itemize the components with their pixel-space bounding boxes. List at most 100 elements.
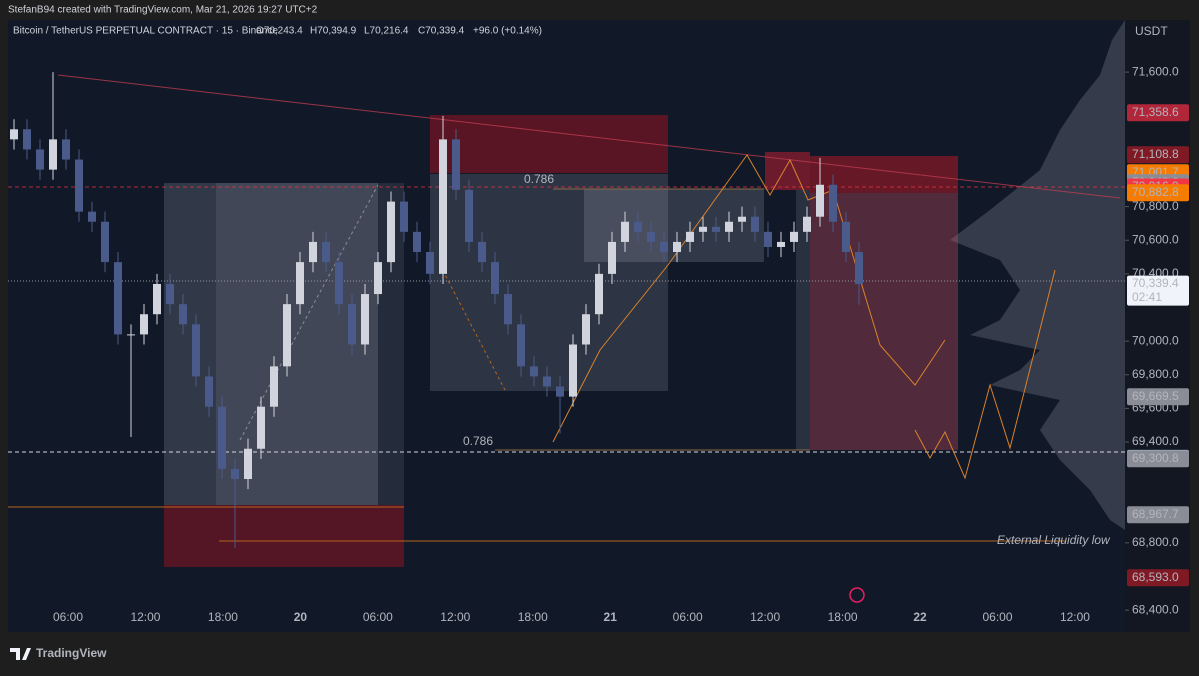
y-tick-label: 69,800.0 xyxy=(1132,367,1179,381)
price-tag-label: 68,967.7 xyxy=(1132,507,1179,521)
price-tag xyxy=(1127,146,1189,164)
y-tick-label: 68,800.0 xyxy=(1132,535,1179,549)
candle-body xyxy=(296,262,304,305)
price-tag xyxy=(1127,569,1189,587)
zone xyxy=(164,505,404,567)
candle-body xyxy=(387,201,395,263)
candle-body xyxy=(283,304,291,367)
x-tick-label: 06:00 xyxy=(53,610,83,624)
candle-body xyxy=(309,241,317,263)
price-tag-label: 70,882.8 xyxy=(1132,185,1179,199)
candle-body xyxy=(244,448,252,479)
candle-body xyxy=(127,334,135,336)
candle-body xyxy=(595,273,603,315)
price-tag xyxy=(1127,104,1189,122)
candle-body xyxy=(23,129,31,150)
change: +96.0 (+0.14%) xyxy=(473,26,542,37)
candle-body xyxy=(647,231,655,242)
candle-body xyxy=(556,386,564,397)
candle-body xyxy=(634,221,642,232)
open: O70,243.4 xyxy=(256,26,303,37)
credit: StefanB94 created with TradingView.com, … xyxy=(8,5,318,16)
candle-body xyxy=(88,211,96,222)
candle-body xyxy=(218,406,226,469)
candle-body xyxy=(62,139,70,160)
x-tick-label: 12:00 xyxy=(750,610,780,624)
candle-body xyxy=(517,324,525,367)
candle-body xyxy=(257,406,265,449)
candle-body xyxy=(699,226,707,232)
candle-body xyxy=(660,241,668,253)
candle-body xyxy=(413,231,421,253)
x-tick-label: 18:00 xyxy=(518,610,548,624)
candle-body xyxy=(205,376,213,407)
candle-body xyxy=(36,149,44,170)
zone xyxy=(430,115,668,173)
candle-body xyxy=(738,216,746,222)
low: L70,216.4 xyxy=(364,26,409,37)
countdown: 02:41 xyxy=(1132,290,1162,304)
last-price-tag xyxy=(1127,275,1189,306)
candle-body xyxy=(192,324,200,377)
y-tick-label: 70,600.0 xyxy=(1132,232,1179,246)
candle-body xyxy=(270,366,278,407)
y-tick-label: 71,600.0 xyxy=(1132,64,1179,78)
y-tick-label: 70,800.0 xyxy=(1132,199,1179,213)
y-tick-label: 69,400.0 xyxy=(1132,434,1179,448)
fib-label: 0.786 xyxy=(524,172,554,186)
candle-body xyxy=(790,231,798,242)
candle-body xyxy=(179,304,187,325)
candle-body xyxy=(75,159,83,212)
projection xyxy=(552,154,946,443)
price-tag-label: 69,300.8 xyxy=(1132,451,1179,465)
candle-body xyxy=(348,304,356,345)
annotation: External Liquidity low xyxy=(997,533,1111,547)
price-tag xyxy=(1127,450,1189,468)
y-tick-label: 70,000.0 xyxy=(1132,333,1179,347)
candle-body xyxy=(855,252,863,285)
zone xyxy=(796,190,810,450)
candle-body xyxy=(530,366,538,377)
candle-body xyxy=(803,216,811,232)
candle-body xyxy=(166,283,174,305)
candle-body xyxy=(478,241,486,263)
candle-body xyxy=(608,241,616,274)
path-line xyxy=(239,184,379,441)
x-tick-label: 12:00 xyxy=(1060,610,1090,624)
volume-profile xyxy=(950,20,1125,530)
candle-body xyxy=(374,262,382,295)
price-tag-label: 69,669.5 xyxy=(1132,389,1179,403)
candle-body xyxy=(400,201,408,232)
candle-body xyxy=(543,376,551,387)
price-tag-label: 71,358.6 xyxy=(1132,105,1179,119)
last-price-label: 70,339.4 xyxy=(1132,276,1179,290)
price-tag-label: 68,593.0 xyxy=(1132,570,1179,584)
candle-body xyxy=(569,344,577,397)
x-tick-label: 22 xyxy=(913,610,927,624)
symbol: Bitcoin / TetherUS PERPETUAL CONTRACT · … xyxy=(13,26,278,37)
candle-body xyxy=(751,216,759,232)
price-tag xyxy=(1127,506,1189,524)
candle-body xyxy=(673,241,681,253)
x-tick-label: 18:00 xyxy=(208,610,238,624)
candle-body xyxy=(49,139,57,170)
trend-line xyxy=(57,74,1121,199)
x-tick-label: 21 xyxy=(604,610,618,624)
logo: TradingView xyxy=(36,646,107,660)
candle-body xyxy=(322,241,330,263)
candle-body xyxy=(426,252,434,274)
y-tick-label: 68,400.0 xyxy=(1132,602,1179,616)
candle-body xyxy=(101,221,109,263)
x-tick-label: 06:00 xyxy=(673,610,703,624)
candle-body xyxy=(153,283,161,315)
candle-body xyxy=(114,262,122,335)
high: H70,394.9 xyxy=(310,26,357,37)
logo-icon xyxy=(10,648,31,660)
candle-body xyxy=(777,241,785,247)
candle-body xyxy=(725,221,733,232)
candle-body xyxy=(764,231,772,247)
event-icon xyxy=(849,587,865,603)
candle-body xyxy=(712,226,720,232)
